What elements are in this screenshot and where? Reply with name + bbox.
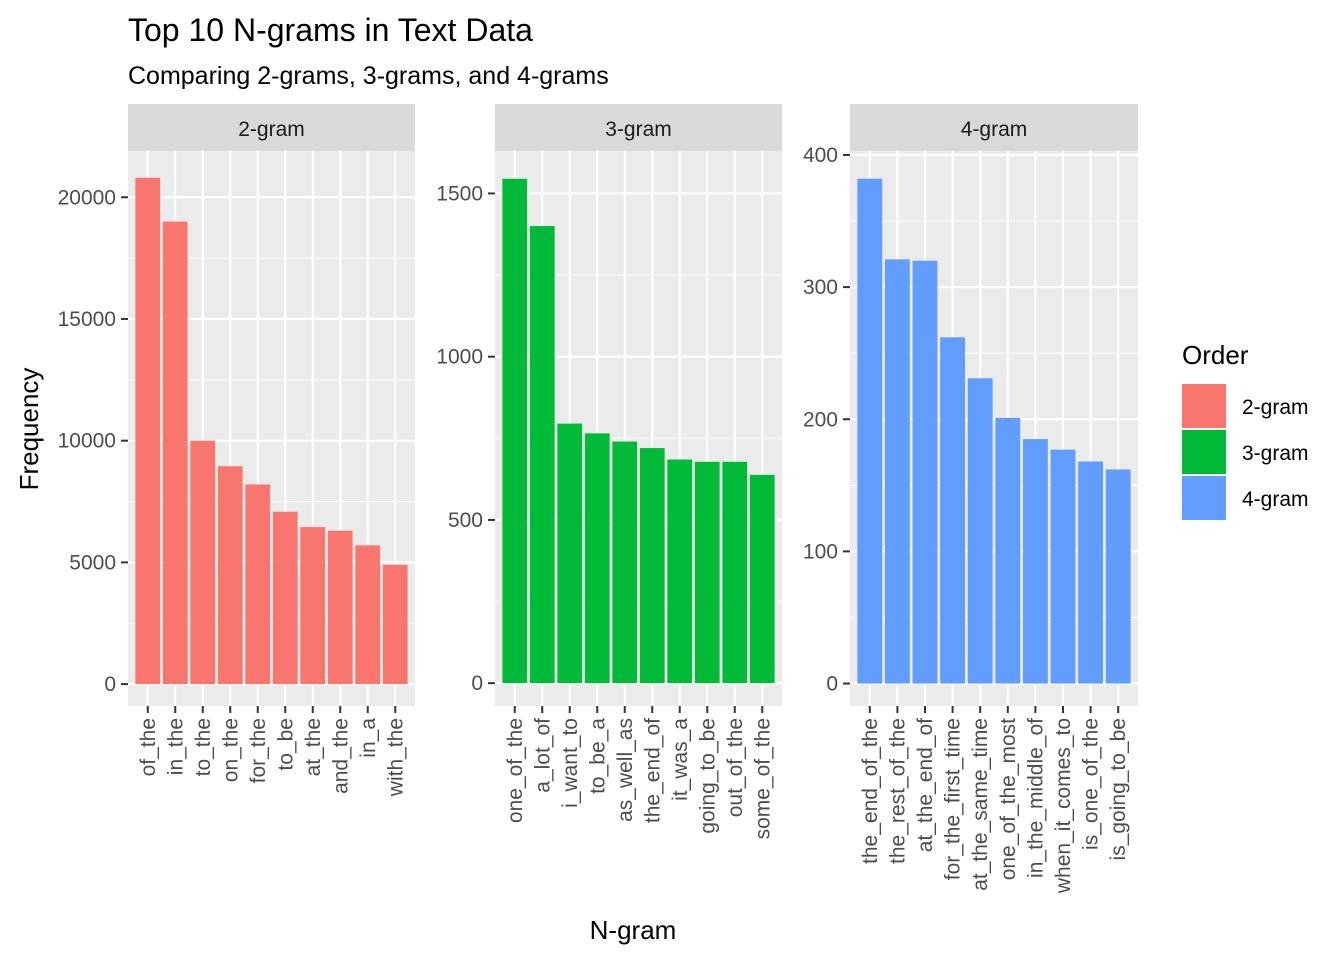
bar-it_was_a [667,459,693,684]
x-tick-label: at_the_same_time [969,718,992,891]
y-axis-title: Frequency [14,368,44,491]
legend-label-3-gram: 3-gram [1242,442,1309,465]
bar-is_one_of_the [1078,461,1104,684]
bar-the_end_of_the [857,178,883,684]
x-tick-label: one_of_the_most [997,718,1020,880]
x-tick-label: in_a [357,718,380,758]
bar-going_to_be [694,461,720,684]
y-tick-label: 15000 [58,308,116,331]
x-tick-label: it_was_a [669,718,692,801]
bar-for_the [245,484,271,685]
legend-title: Order [1182,340,1249,370]
bar-one_of_the [502,178,528,684]
facet-strip [128,104,415,151]
legend: Order 2-gram 3-gram 4-gram [1182,340,1309,520]
bar-with_the [382,564,408,685]
x-tick-label: is_going_to_be [1107,718,1130,860]
y-tick-label: 0 [826,673,838,696]
x-tick-label: the_end_of_the [859,718,882,864]
bar-is_going_to_be [1105,469,1131,684]
bar-one_of_the_most [995,417,1021,684]
legend-key-2-gram [1182,384,1226,428]
bar-in_the [162,221,188,685]
bar-in_the_middle_of [1022,439,1048,684]
bar-at_the [300,527,326,685]
x-tick-label: one_of_the [504,718,527,823]
x-tick-label: and_the [329,718,352,794]
bar-at_the_same_time [967,378,993,684]
legend-key-4-gram [1182,476,1226,520]
bar-out_of_the [722,461,748,684]
x-tick-label: of_the [137,718,160,776]
y-tick-label: 5000 [69,551,116,574]
bar-of_the [135,177,161,685]
bar-a_lot_of [529,226,555,684]
legend-key-3-gram [1182,430,1226,474]
y-tick-label: 0 [471,672,483,695]
x-tick-label: on_the [219,718,242,782]
x-tick-label: as_well_as [614,718,637,822]
bar-to_be_a [584,433,610,684]
x-tick-label: going_to_be [696,718,719,834]
bar-to_the [190,440,216,685]
y-tick-label: 400 [803,144,838,167]
x-tick-label: to_be_a [586,718,609,794]
x-tick-label: some_of_the [751,718,774,839]
bar-and_the [327,530,353,685]
bar-to_be [272,511,298,685]
bar-i_want_to [557,423,583,684]
legend-label-4-gram: 4-gram [1242,488,1309,511]
y-tick-label: 200 [803,408,838,431]
bar-the_rest_of_the [884,259,910,684]
x-tick-label: with_the [384,718,407,797]
bar-on_the [217,466,243,685]
facet-4-gram: 4-gram 0 100 200 300 400 the_end_of_the the_res… [803,104,1138,894]
bar-as_well_as [612,441,638,684]
x-tick-label: i_want_to [559,718,582,808]
x-tick-label: the_rest_of_the [886,718,909,864]
chart-subtitle: Comparing 2-grams, 3-grams, and 4-grams [128,62,609,90]
legend-label-2-gram: 2-gram [1242,396,1309,419]
y-tick-label: 0 [104,673,116,696]
bar-some_of_the [749,474,775,684]
x-tick-label: at_the [302,718,325,776]
x-tick-label: is_one_of_the [1080,718,1103,850]
y-tick-label: 500 [448,509,483,532]
facet-strip-label: 2-gram [238,118,305,141]
x-tick-label: in_the [164,718,187,775]
y-tick-label: 10000 [58,430,116,453]
y-tick-label: 1000 [436,346,483,369]
x-axis-title: N-gram [590,915,677,945]
y-tick-label: 300 [803,276,838,299]
bar-when_it_comes_to [1050,449,1076,684]
x-tick-label: to_the [192,718,215,776]
x-tick-label: when_it_comes_to [1052,718,1075,894]
x-tick-label: for_the [247,718,270,783]
bar-for_the_first_time [940,337,966,684]
facet-strip-label: 4-gram [961,118,1028,141]
x-tick-label: the_end_of [641,718,664,823]
facet-3-gram: 3-gram 0 500 1000 1500 one_of_the a_lot_of i_wa… [436,104,782,839]
y-tick-label: 20000 [58,186,116,209]
x-tick-label: for_the_first_time [942,718,965,880]
x-tick-label: a_lot_of [531,718,554,793]
y-tick-label: 100 [803,540,838,563]
facet-strip [495,104,782,151]
x-tick-label: to_be [274,718,297,771]
bar-the_end_of [639,448,665,684]
x-tick-label: at_the_end_of [914,718,937,852]
facet-strip-label: 3-gram [605,118,672,141]
chart-title: Top 10 N-grams in Text Data [128,12,533,48]
bar-at_the_end_of [912,260,938,684]
bar-in_a [355,545,381,685]
x-tick-label: in_the_middle_of [1024,718,1047,878]
y-tick-label: 1500 [436,182,483,205]
facet-strip [850,104,1138,151]
x-tick-label: out_of_the [724,718,747,817]
